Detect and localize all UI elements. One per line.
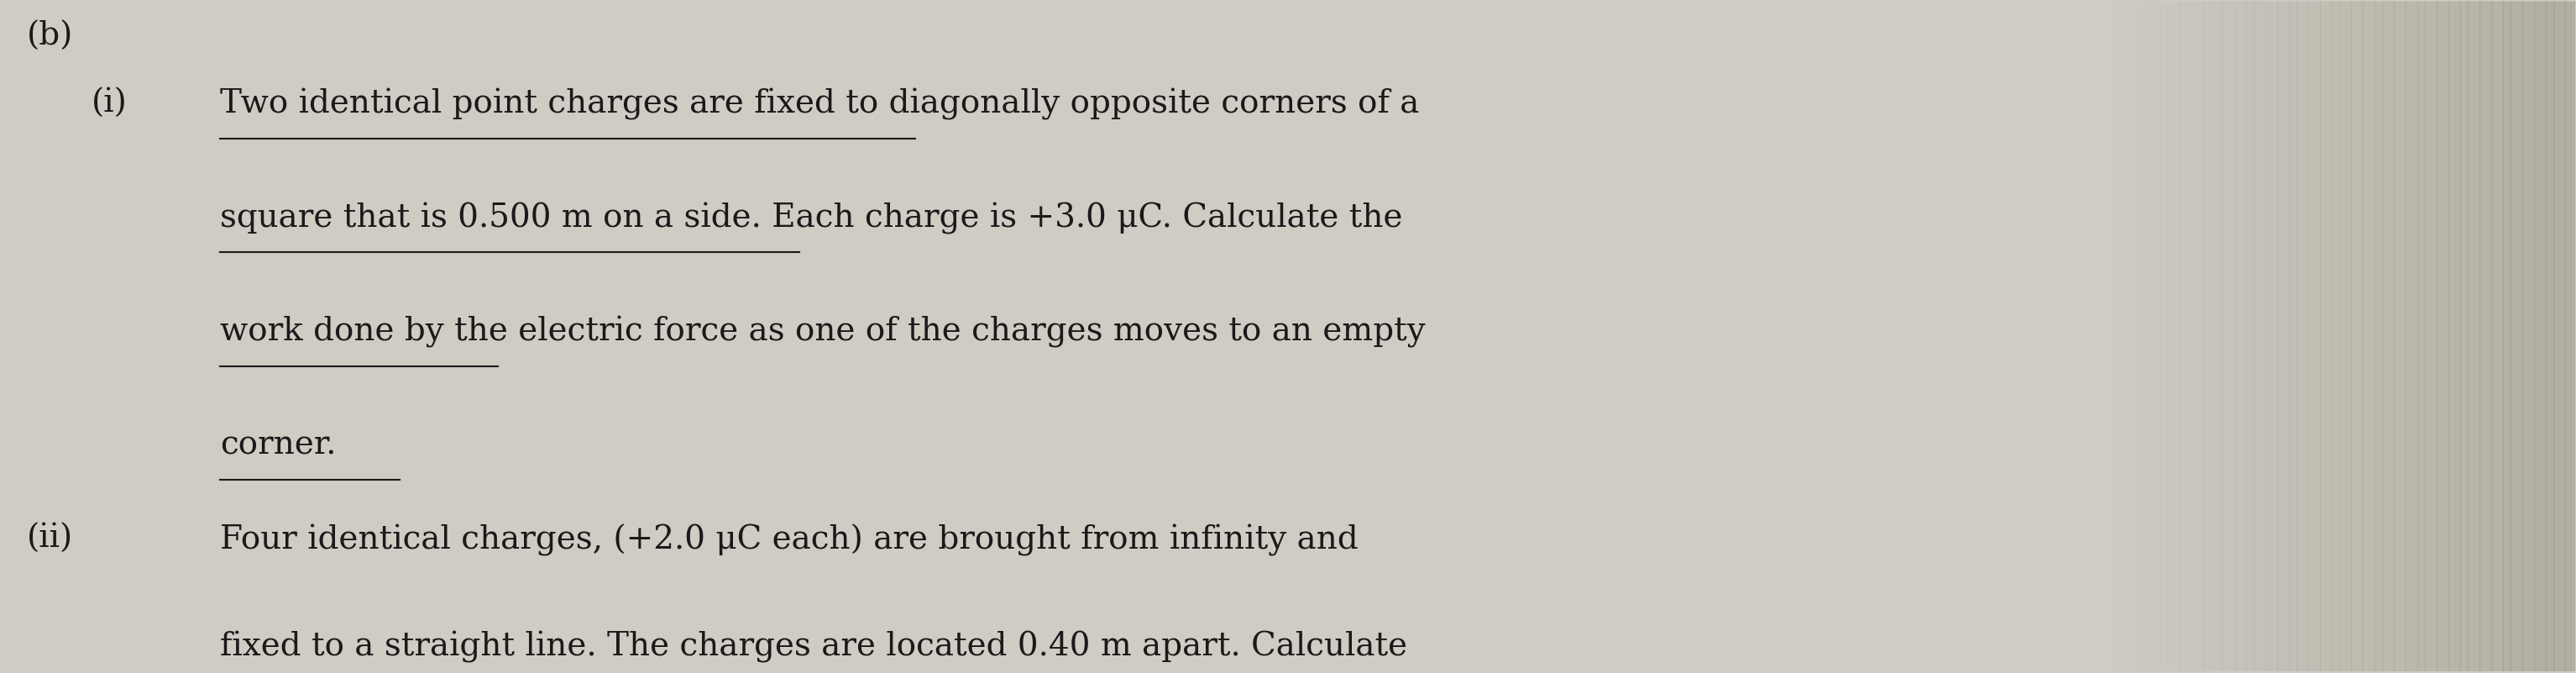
Text: (i): (i) [90, 88, 126, 119]
Text: (ii): (ii) [26, 524, 72, 555]
Text: Two identical point charges are fixed to diagonally opposite corners of a: Two identical point charges are fixed to… [219, 88, 1419, 120]
Text: square that is 0.500 m on a side. Each charge is +3.0 μC. Calculate the: square that is 0.500 m on a side. Each c… [219, 202, 1401, 234]
Text: corner.: corner. [219, 430, 337, 461]
Text: fixed to a straight line. The charges are located 0.40 m apart. Calculate: fixed to a straight line. The charges ar… [219, 631, 1406, 663]
Text: Four identical charges, (+2.0 μC each) are brought from infinity and: Four identical charges, (+2.0 μC each) a… [219, 524, 1358, 556]
Text: work done by the electric force as one of the charges moves to an empty: work done by the electric force as one o… [219, 316, 1425, 348]
Text: (b): (b) [26, 22, 72, 52]
